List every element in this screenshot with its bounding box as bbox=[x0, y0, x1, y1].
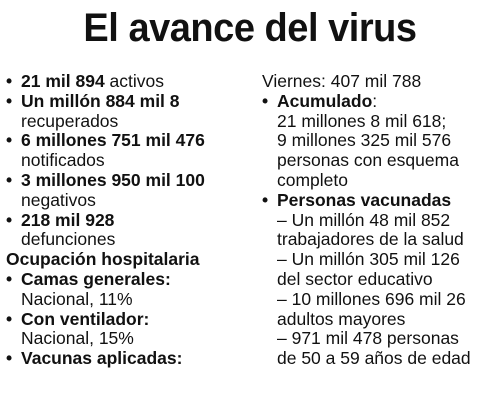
vaccinated-line: – Un millón 305 mil 126 bbox=[277, 249, 460, 270]
headline-title: El avance del virus bbox=[83, 6, 417, 50]
occupancy-general-beds-label: Camas generales: bbox=[21, 268, 171, 289]
vaccinated-line: – 971 mil 478 personas bbox=[277, 328, 459, 349]
accumulated-block: • Acumulado: 21 millones 8 mil 618; 9 mi… bbox=[262, 90, 496, 191]
vaccinated-line: – 10 millones 696 mil 26 bbox=[277, 288, 466, 309]
bullet-icon: • bbox=[6, 209, 13, 230]
stat-notified: • 6 millones 751 mil 476 notificados bbox=[6, 131, 256, 171]
stat-notified-value: 6 millones 751 mil 476 bbox=[21, 130, 205, 151]
stat-active-value: 21 mil 894 bbox=[21, 71, 105, 91]
left-column: • 21 mil 894 activos • Un millón 884 mil… bbox=[6, 71, 256, 369]
vaccinated-line: trabajadores de la salud bbox=[277, 229, 464, 250]
occupancy-general-beds: • Camas generales: Nacional, 11% bbox=[6, 268, 256, 310]
stat-negative-label: negativos bbox=[21, 189, 96, 210]
stat-active-label: activos bbox=[104, 71, 164, 91]
bullet-icon: • bbox=[6, 71, 13, 91]
bullet-icon: • bbox=[6, 268, 13, 289]
stat-notified-label: notificados bbox=[21, 150, 105, 171]
stat-recovered: • Un millón 884 mil 8 recuperados bbox=[6, 90, 256, 132]
stat-deaths-value: 218 mil 928 bbox=[21, 209, 115, 230]
right-column: Viernes: 407 mil 788 • Acumulado: 21 mil… bbox=[262, 71, 496, 369]
vaccines-applied-label: Vacunas aplicadas: bbox=[21, 348, 183, 369]
bullet-icon: • bbox=[6, 130, 13, 151]
vaccines-applied: • Vacunas aplicadas: bbox=[6, 348, 256, 369]
accumulated-line: 21 millones 8 mil 618; bbox=[277, 110, 447, 131]
stat-recovered-value: Un millón 884 mil 8 bbox=[21, 90, 180, 111]
bullet-icon: • bbox=[262, 90, 269, 111]
stat-negative-value: 3 millones 950 mil 100 bbox=[21, 169, 205, 190]
stat-deaths-label: defunciones bbox=[21, 229, 116, 250]
bullet-icon: • bbox=[6, 348, 13, 369]
bullet-icon: • bbox=[6, 308, 13, 329]
accumulated-colon: : bbox=[372, 90, 378, 111]
stat-active: • 21 mil 894 activos bbox=[6, 71, 256, 92]
stat-negative: • 3 millones 950 mil 100 negativos bbox=[6, 169, 256, 211]
bullet-icon: • bbox=[262, 189, 269, 210]
friday-line: Viernes: 407 mil 788 bbox=[262, 71, 422, 91]
occupancy-general-beds-value: Nacional, 11% bbox=[21, 288, 133, 309]
vaccinated-line: adultos mayores bbox=[277, 308, 406, 329]
bullet-icon: • bbox=[6, 169, 13, 190]
accumulated-line: personas con esquema bbox=[277, 150, 459, 171]
occupancy-heading: Ocupación hospitalaria bbox=[6, 249, 200, 270]
accumulated-line: completo bbox=[277, 169, 349, 190]
stat-recovered-label: recuperados bbox=[21, 110, 119, 131]
vaccinated-heading: Personas vacunadas bbox=[277, 189, 452, 210]
accumulated-heading: Acumulado bbox=[277, 90, 373, 111]
occupancy-ventilator: • Con ventilador: Nacional, 15% bbox=[6, 308, 256, 350]
occupancy-ventilator-label: Con ventilador: bbox=[21, 308, 150, 329]
bullet-icon: • bbox=[6, 90, 13, 111]
vaccinated-block: • Personas vacunadas – Un millón 48 mil … bbox=[262, 189, 496, 369]
vaccinated-line: – Un millón 48 mil 852 bbox=[277, 209, 451, 230]
accumulated-line: 9 millones 325 mil 576 bbox=[277, 130, 452, 151]
stat-deaths: • 218 mil 928 defunciones bbox=[6, 209, 256, 251]
occupancy-ventilator-value: Nacional, 15% bbox=[21, 328, 134, 349]
vaccinated-line: del sector educativo bbox=[277, 268, 433, 289]
vaccinated-line: de 50 a 59 años de edad bbox=[277, 348, 471, 369]
